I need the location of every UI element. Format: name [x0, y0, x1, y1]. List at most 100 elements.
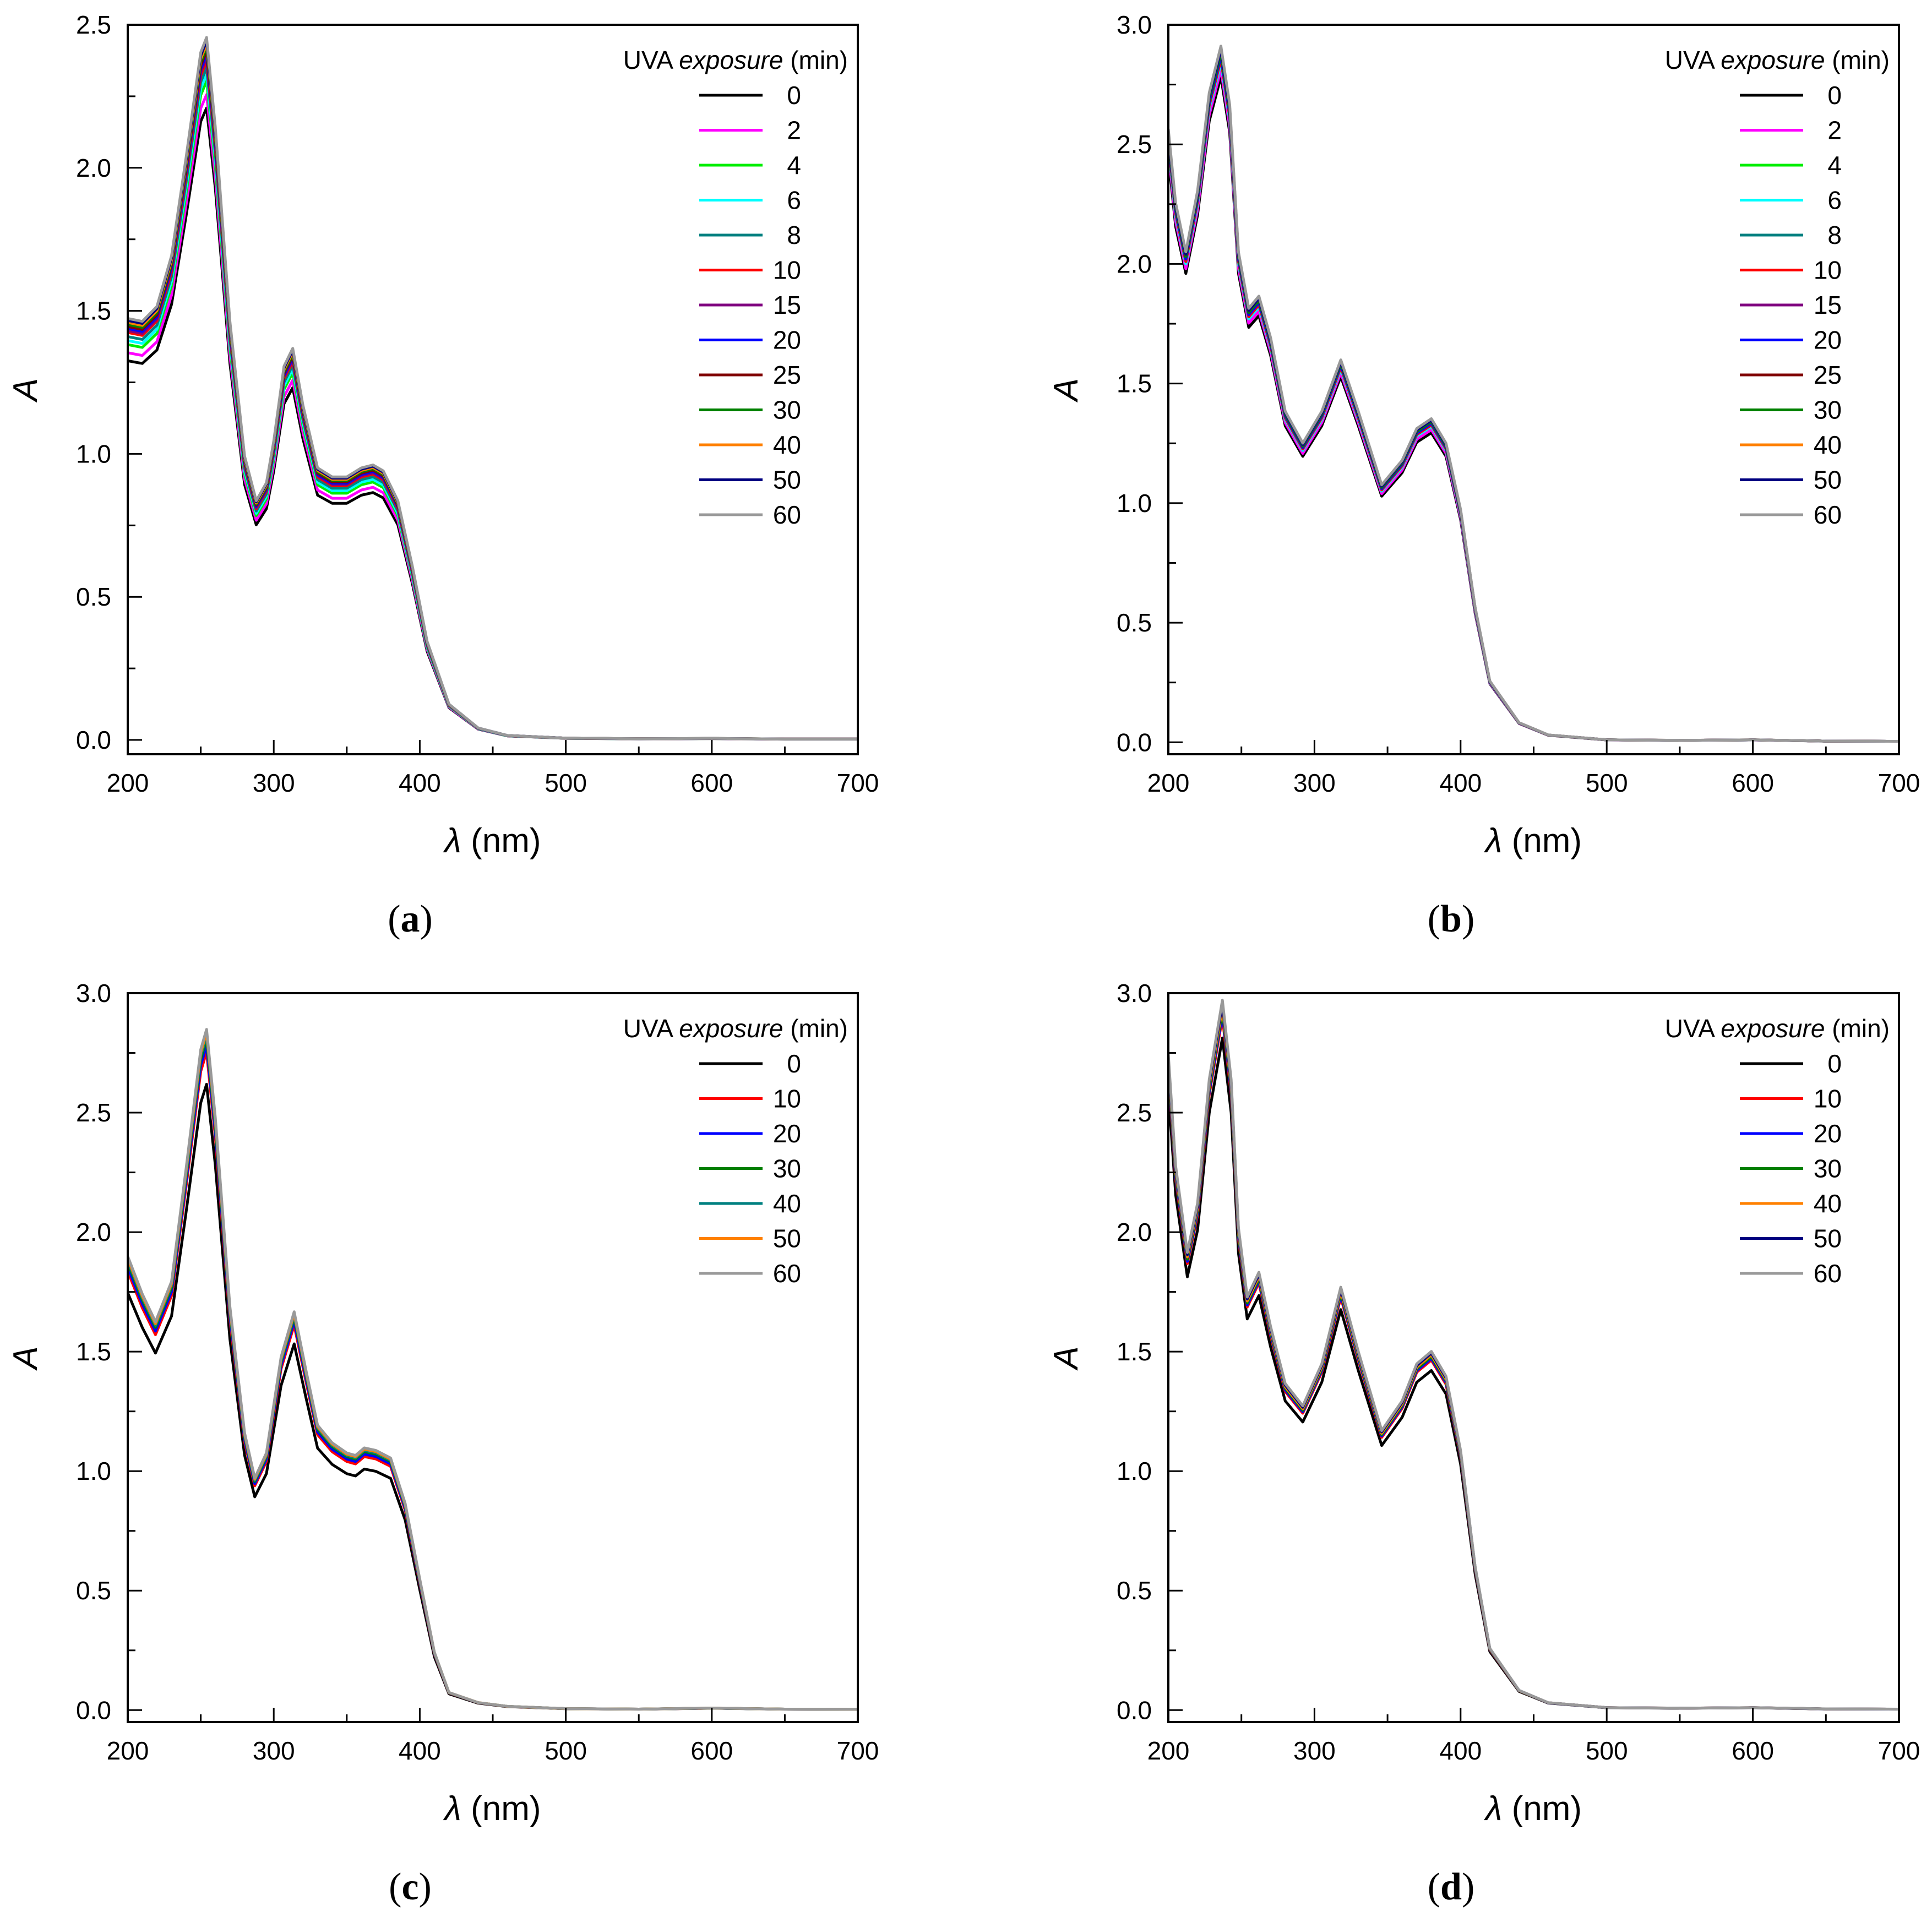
- x-tick-label: 300: [253, 1736, 295, 1765]
- legend-label-0: 0: [1827, 81, 1842, 110]
- series-line-20: [1168, 55, 1899, 743]
- legend-label-6: 6: [1827, 186, 1842, 215]
- x-tick-label: 400: [399, 1736, 441, 1765]
- legend-label-30: 30: [773, 1154, 801, 1183]
- legend-label-50: 50: [1814, 1224, 1842, 1253]
- legend-label-2: 2: [1827, 116, 1842, 145]
- legend-label-40: 40: [1814, 1189, 1842, 1218]
- series-group: [1168, 45, 1899, 743]
- legend-label-8: 8: [1827, 221, 1842, 249]
- legend-label-30: 30: [773, 396, 801, 424]
- y-tick-label: 1.5: [76, 1337, 111, 1366]
- legend-label-60: 60: [773, 1259, 801, 1288]
- x-tick-label: 200: [107, 769, 149, 797]
- legend: UVA exposure (min) 0 10 20 30 40 50 60: [623, 1014, 848, 1288]
- x-tick-label: 700: [837, 1736, 879, 1765]
- legend: UVA exposure (min) 0 2 4 6 8 10 15 20 25 30 40 50 60: [1665, 46, 1890, 529]
- y-tick-label: 2.5: [1117, 130, 1152, 159]
- y-tick-label: 0.5: [1117, 608, 1152, 637]
- legend-label-2: 2: [787, 116, 801, 145]
- y-axis-title: A: [7, 1346, 45, 1371]
- x-axis-title: λ (nm): [443, 1790, 541, 1828]
- y-tick-label: 1.0: [76, 1457, 111, 1485]
- legend-title: UVA exposure (min): [1665, 46, 1890, 74]
- x-tick-label: 300: [253, 769, 295, 797]
- series-line-60: [128, 36, 858, 740]
- y-tick-label: 1.5: [1117, 369, 1152, 398]
- x-tick-label: 200: [1147, 769, 1190, 797]
- legend-label-20: 20: [773, 1119, 801, 1148]
- legend-label-15: 15: [1814, 291, 1842, 319]
- legend-label-6: 6: [787, 186, 801, 215]
- legend-label-30: 30: [1814, 1154, 1842, 1183]
- series-line-0: [1168, 1036, 1899, 1711]
- legend-label-10: 10: [773, 256, 801, 285]
- y-axis-title: A: [1047, 1346, 1085, 1371]
- y-tick-label: 1.0: [76, 439, 111, 468]
- legend-label-20: 20: [1814, 1119, 1842, 1148]
- chart-panel-c: 200 300 400 500 600 7000.00.51.01.52.02.53.0λ…: [7, 979, 879, 1908]
- y-tick-label: 0.0: [1117, 1696, 1152, 1724]
- legend-label-40: 40: [1814, 431, 1842, 459]
- panel-label: (a): [388, 898, 433, 940]
- y-tick-label: 0.5: [76, 582, 111, 611]
- y-tick-label: 2.5: [1117, 1098, 1152, 1127]
- x-tick-label: 700: [1878, 769, 1920, 797]
- x-tick-label: 400: [1439, 1736, 1482, 1765]
- chart-panel-d: 200 300 400 500 600 7000.00.51.01.52.02.53.0λ…: [1047, 979, 1920, 1908]
- x-tick-label: 600: [1732, 769, 1774, 797]
- series-line-10: [1168, 58, 1899, 743]
- legend-label-10: 10: [1814, 256, 1842, 285]
- y-tick-label: 1.5: [76, 297, 111, 325]
- y-tick-label: 2.0: [76, 154, 111, 182]
- legend-label-8: 8: [787, 221, 801, 249]
- x-tick-label: 500: [1586, 769, 1628, 797]
- chart-panel-b: 200 300 400 500 600 7000.00.51.01.52.02.53.0λ…: [1047, 10, 1920, 940]
- legend-label-40: 40: [773, 431, 801, 459]
- x-tick-label: 400: [1439, 769, 1482, 797]
- x-tick-label: 600: [690, 1736, 733, 1765]
- y-tick-label: 0.0: [1117, 728, 1152, 756]
- y-axis-title: A: [1047, 378, 1085, 403]
- y-tick-label: 3.0: [1117, 979, 1152, 1007]
- series-line-60: [128, 1028, 858, 1711]
- legend-label-50: 50: [1814, 466, 1842, 494]
- legend-label-60: 60: [773, 500, 801, 529]
- legend-label-20: 20: [773, 326, 801, 355]
- x-tick-label: 700: [837, 769, 879, 797]
- y-tick-label: 3.0: [76, 979, 111, 1007]
- legend: UVA exposure (min) 0 10 20 30 40 50 60: [1665, 1014, 1890, 1288]
- legend-label-60: 60: [1814, 500, 1842, 529]
- legend: UVA exposure (min) 0 2 4 6 8 10 15 20 25 30 40 50 60: [623, 46, 848, 529]
- series-line-60: [1168, 45, 1899, 743]
- y-tick-label: 2.0: [1117, 249, 1152, 278]
- x-tick-label: 600: [1732, 1736, 1774, 1765]
- legend-label-0: 0: [787, 81, 801, 110]
- series-line-0: [128, 1082, 858, 1711]
- series-line-8: [1168, 58, 1899, 743]
- legend-label-50: 50: [773, 466, 801, 494]
- series-group: [128, 1028, 858, 1711]
- legend-label-4: 4: [787, 151, 801, 179]
- y-tick-label: 0.0: [76, 726, 111, 754]
- y-tick-label: 2.5: [76, 10, 111, 39]
- legend-label-0: 0: [1827, 1049, 1842, 1078]
- legend-label-60: 60: [1814, 1259, 1842, 1288]
- x-tick-label: 500: [545, 769, 587, 797]
- x-tick-label: 200: [107, 1736, 149, 1765]
- y-tick-label: 3.0: [1117, 10, 1152, 39]
- legend-label-20: 20: [1814, 326, 1842, 355]
- series-group: [1168, 999, 1899, 1711]
- x-axis-title: λ (nm): [443, 822, 541, 860]
- x-tick-label: 300: [1293, 769, 1336, 797]
- x-tick-label: 400: [399, 769, 441, 797]
- x-axis-title: λ (nm): [1484, 1790, 1582, 1828]
- x-tick-label: 700: [1878, 1736, 1920, 1765]
- y-tick-label: 1.0: [1117, 1457, 1152, 1485]
- legend-label-40: 40: [773, 1189, 801, 1218]
- y-tick-label: 0.0: [76, 1696, 111, 1724]
- x-tick-label: 500: [1586, 1736, 1628, 1765]
- x-axis-title: λ (nm): [1484, 822, 1582, 860]
